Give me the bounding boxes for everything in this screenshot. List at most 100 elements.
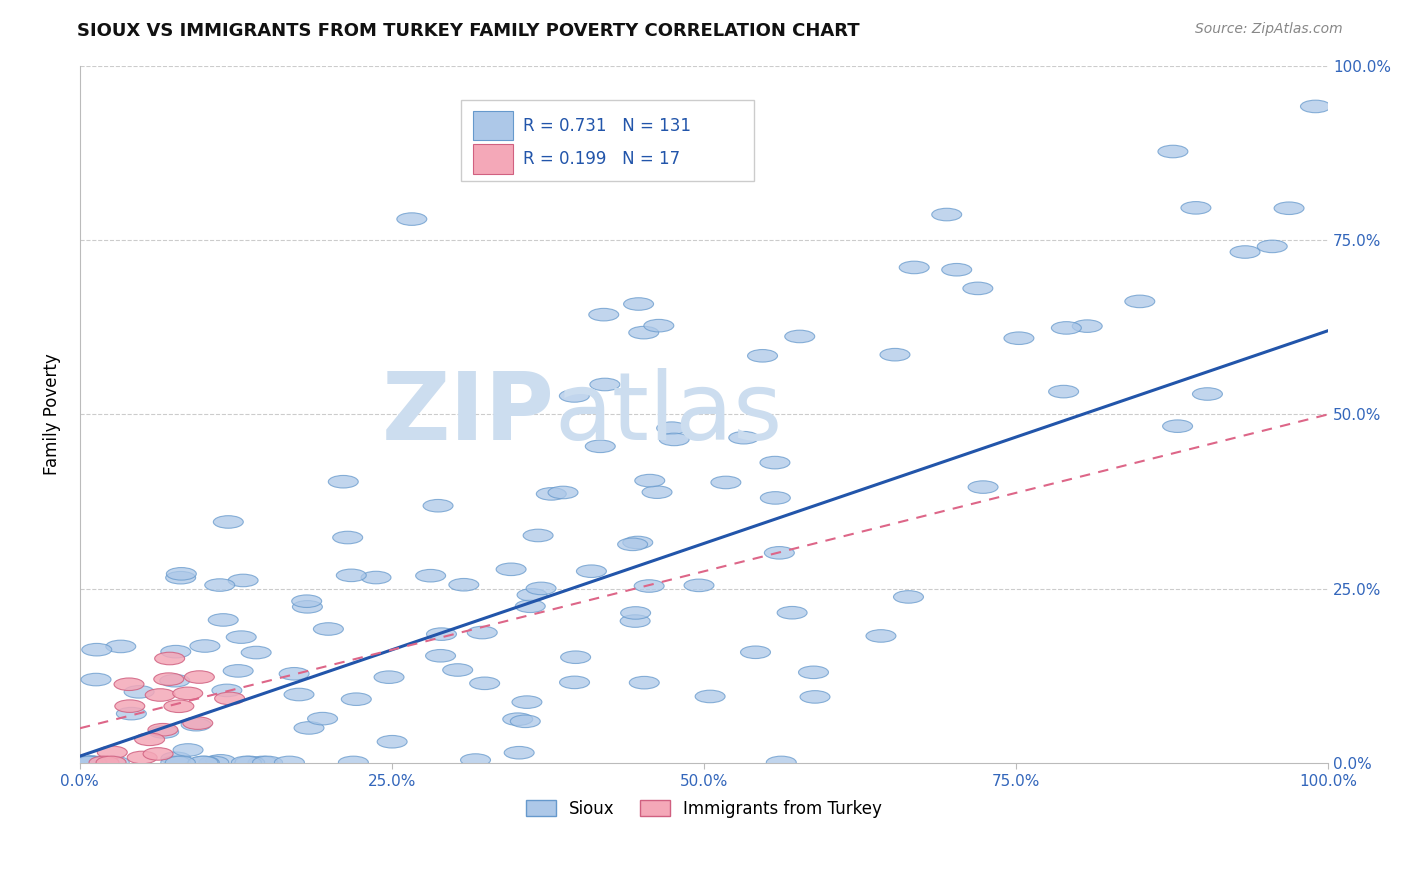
Ellipse shape	[426, 628, 457, 640]
Ellipse shape	[100, 756, 129, 769]
Ellipse shape	[247, 756, 278, 769]
Ellipse shape	[634, 475, 665, 487]
Ellipse shape	[336, 569, 367, 582]
Ellipse shape	[695, 690, 725, 703]
Ellipse shape	[942, 263, 972, 276]
Ellipse shape	[1052, 322, 1081, 334]
Ellipse shape	[208, 614, 238, 626]
Ellipse shape	[173, 687, 202, 699]
Ellipse shape	[82, 643, 111, 656]
Ellipse shape	[659, 434, 689, 446]
Ellipse shape	[155, 652, 184, 665]
Ellipse shape	[963, 282, 993, 294]
Ellipse shape	[900, 261, 929, 274]
Ellipse shape	[591, 378, 620, 391]
Ellipse shape	[84, 756, 114, 769]
Ellipse shape	[515, 600, 546, 613]
Legend: Sioux, Immigrants from Turkey: Sioux, Immigrants from Turkey	[519, 793, 889, 824]
Ellipse shape	[1257, 240, 1288, 252]
Ellipse shape	[135, 733, 165, 746]
Ellipse shape	[449, 578, 479, 591]
Ellipse shape	[1159, 145, 1188, 158]
Ellipse shape	[741, 646, 770, 658]
Ellipse shape	[778, 607, 807, 619]
Ellipse shape	[1230, 245, 1260, 259]
Ellipse shape	[205, 579, 235, 591]
Ellipse shape	[342, 693, 371, 706]
Ellipse shape	[117, 707, 146, 720]
Ellipse shape	[800, 690, 830, 703]
Ellipse shape	[96, 756, 127, 769]
Ellipse shape	[711, 476, 741, 489]
Ellipse shape	[496, 563, 526, 575]
Ellipse shape	[181, 718, 211, 731]
Ellipse shape	[644, 319, 673, 332]
Ellipse shape	[620, 615, 650, 627]
Ellipse shape	[585, 440, 616, 452]
Ellipse shape	[160, 752, 191, 764]
Ellipse shape	[76, 756, 107, 769]
Ellipse shape	[215, 692, 245, 705]
Ellipse shape	[228, 574, 259, 587]
Ellipse shape	[628, 326, 659, 339]
Ellipse shape	[188, 756, 218, 769]
Ellipse shape	[127, 751, 157, 764]
Ellipse shape	[114, 678, 143, 690]
Ellipse shape	[785, 330, 814, 343]
Ellipse shape	[1181, 202, 1211, 214]
Ellipse shape	[560, 390, 589, 402]
Bar	[472, 111, 513, 140]
Ellipse shape	[190, 756, 219, 769]
Ellipse shape	[76, 756, 107, 769]
Y-axis label: Family Poverty: Family Poverty	[44, 353, 60, 475]
Ellipse shape	[620, 607, 651, 619]
Ellipse shape	[148, 723, 179, 736]
Ellipse shape	[1049, 385, 1078, 398]
Ellipse shape	[77, 756, 107, 769]
Ellipse shape	[153, 673, 184, 685]
Ellipse shape	[1073, 320, 1102, 333]
Ellipse shape	[630, 676, 659, 689]
Ellipse shape	[190, 640, 219, 652]
Ellipse shape	[512, 696, 541, 708]
Ellipse shape	[617, 538, 648, 550]
Ellipse shape	[1274, 202, 1303, 214]
Ellipse shape	[308, 713, 337, 725]
Ellipse shape	[423, 500, 453, 512]
Ellipse shape	[274, 756, 304, 769]
Ellipse shape	[166, 567, 197, 580]
Ellipse shape	[143, 747, 173, 760]
Ellipse shape	[634, 580, 664, 592]
Ellipse shape	[761, 491, 790, 504]
Ellipse shape	[166, 572, 195, 584]
Ellipse shape	[242, 647, 271, 659]
Ellipse shape	[377, 736, 408, 748]
Ellipse shape	[643, 486, 672, 499]
Ellipse shape	[623, 536, 652, 549]
Ellipse shape	[89, 756, 120, 769]
Ellipse shape	[969, 481, 998, 493]
Ellipse shape	[292, 600, 322, 613]
Ellipse shape	[160, 646, 191, 658]
Ellipse shape	[226, 631, 256, 643]
Ellipse shape	[1163, 420, 1192, 433]
Ellipse shape	[426, 649, 456, 662]
Ellipse shape	[160, 674, 190, 687]
Ellipse shape	[526, 582, 555, 595]
Text: SIOUX VS IMMIGRANTS FROM TURKEY FAMILY POVERTY CORRELATION CHART: SIOUX VS IMMIGRANTS FROM TURKEY FAMILY P…	[77, 22, 860, 40]
Ellipse shape	[214, 516, 243, 528]
Ellipse shape	[115, 700, 145, 713]
Ellipse shape	[467, 626, 498, 639]
Ellipse shape	[1125, 295, 1154, 308]
Ellipse shape	[361, 571, 391, 584]
Ellipse shape	[149, 726, 179, 739]
Ellipse shape	[548, 486, 578, 499]
Ellipse shape	[374, 671, 404, 683]
Ellipse shape	[160, 756, 191, 769]
Ellipse shape	[799, 666, 828, 679]
Ellipse shape	[165, 700, 194, 713]
Text: R = 0.731   N = 131: R = 0.731 N = 131	[523, 117, 690, 135]
Ellipse shape	[1192, 388, 1222, 401]
Ellipse shape	[1004, 332, 1033, 344]
Ellipse shape	[145, 689, 176, 701]
